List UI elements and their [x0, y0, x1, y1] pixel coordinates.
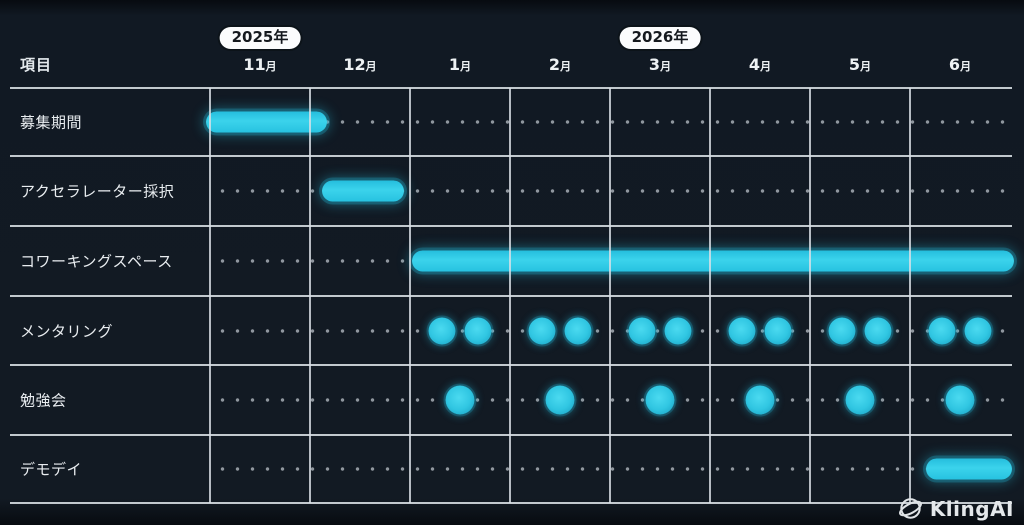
- event-dot: [445, 385, 475, 415]
- month-label: 5月: [848, 55, 872, 74]
- year-badge: 2025年: [219, 27, 301, 49]
- event-dot: [828, 317, 856, 344]
- dotted-leader-line: [215, 120, 1007, 124]
- grid-line-horizontal: [10, 155, 1012, 157]
- grid-line-horizontal: [10, 87, 1012, 89]
- grid-line-vertical: [709, 88, 711, 503]
- month-label: 1月: [448, 55, 472, 74]
- grid-line-vertical: [809, 88, 811, 503]
- event-dot: [964, 317, 992, 344]
- klingai-logo-text: KlingAI: [929, 496, 1014, 521]
- row-label: コワーキングスペース: [20, 252, 173, 271]
- klingai-logo-icon: [897, 495, 924, 522]
- event-dot: [728, 317, 756, 344]
- row-label: 募集期間: [20, 113, 83, 132]
- gantt-bar: [412, 250, 1014, 272]
- event-dot: [864, 317, 892, 344]
- dotted-leader-line: [215, 189, 1007, 193]
- row-label: 勉強会: [20, 391, 67, 410]
- grid-line-vertical: [309, 88, 311, 503]
- row-label: デモデイ: [20, 460, 83, 479]
- event-dot: [528, 317, 556, 344]
- grid-line-vertical: [209, 88, 211, 503]
- klingai-watermark: KlingAI: [897, 495, 1014, 522]
- grid-line-horizontal: [10, 502, 1012, 504]
- event-dot: [464, 317, 492, 344]
- event-dot: [764, 317, 792, 344]
- event-dot: [745, 385, 775, 415]
- month-label: 12月: [343, 55, 377, 74]
- event-dot: [945, 385, 975, 415]
- row-label: メンタリング: [20, 322, 114, 340]
- grid-line-vertical: [609, 88, 611, 503]
- event-dot: [628, 317, 656, 344]
- grid-line-horizontal: [10, 295, 1012, 297]
- dotted-leader-line: [215, 467, 1007, 471]
- month-label: 11月: [243, 55, 277, 74]
- grid-line-vertical: [409, 88, 411, 503]
- gantt-bar: [322, 180, 404, 202]
- event-dot: [845, 385, 875, 415]
- event-dot: [664, 317, 692, 344]
- month-label: 4月: [748, 55, 772, 74]
- year-badge: 2026年: [619, 27, 701, 49]
- dotted-leader-line: [215, 398, 1007, 402]
- grid-line-horizontal: [10, 364, 1012, 366]
- gantt-bar: [206, 111, 327, 133]
- event-dot: [645, 385, 675, 415]
- grid-line-horizontal: [10, 434, 1012, 436]
- event-dot: [428, 317, 456, 344]
- row-label: アクセラレーター採択: [20, 182, 175, 201]
- month-label: 6月: [948, 55, 972, 74]
- items-column-header: 項目: [20, 56, 53, 74]
- grid-line-vertical: [909, 88, 911, 503]
- month-label: 3月: [648, 55, 672, 74]
- month-label: 2月: [548, 55, 572, 74]
- grid-line-vertical: [509, 88, 511, 503]
- event-dot: [928, 317, 956, 344]
- event-dot: [564, 317, 592, 344]
- grid-line-horizontal: [10, 225, 1012, 227]
- dotted-leader-line: [215, 328, 1007, 333]
- event-dot: [545, 385, 575, 415]
- gantt-bar: [926, 458, 1012, 480]
